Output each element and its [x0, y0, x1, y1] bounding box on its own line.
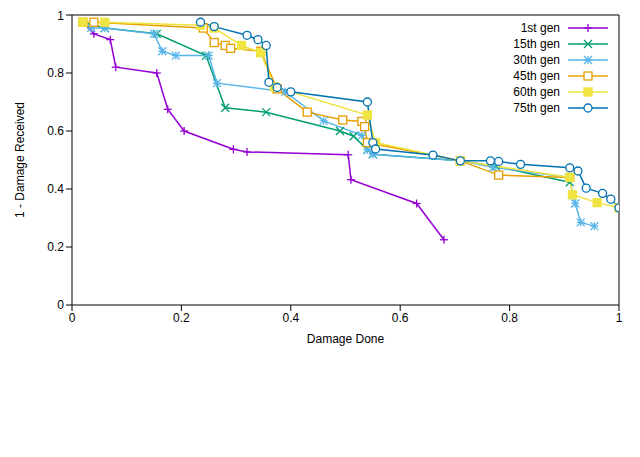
svg-text:0.2: 0.2	[47, 240, 64, 254]
html-text:1st gen: 1st gen	[520, 21, 560, 35]
svg-text:1: 1	[57, 9, 64, 23]
svg-text:0.6: 0.6	[47, 124, 64, 138]
svg-text:0.8: 0.8	[47, 66, 64, 80]
svg-text:0.8: 0.8	[501, 311, 518, 325]
html-text:75th gen: 75th gen	[513, 101, 560, 115]
svg-text:0: 0	[57, 298, 64, 312]
svg-text:0.2: 0.2	[173, 311, 190, 325]
html-text:30th gen: 30th gen	[513, 53, 560, 67]
svg-text:0.4: 0.4	[282, 311, 299, 325]
svg-text:1: 1	[616, 311, 623, 325]
svg-text:0: 0	[69, 311, 76, 325]
svg-text:1 - Damage Received: 1 - Damage Received	[13, 102, 27, 218]
html-text:15th gen: 15th gen	[513, 37, 560, 51]
html-text:60th gen: 60th gen	[513, 85, 560, 99]
svg-text:0.4: 0.4	[47, 182, 64, 196]
html-text:45th gen: 45th gen	[513, 69, 560, 83]
svg-text:Damage Done: Damage Done	[307, 332, 385, 346]
svg-text:0.6: 0.6	[392, 311, 409, 325]
